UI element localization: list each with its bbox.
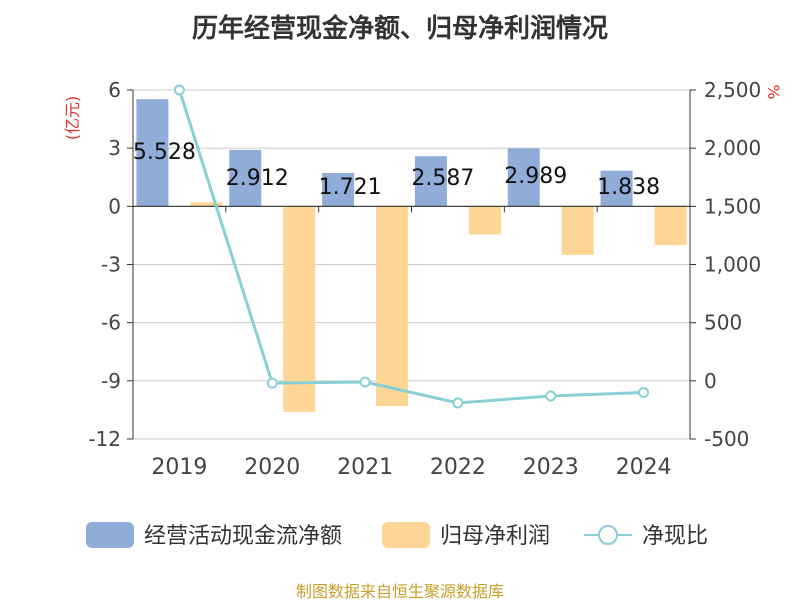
bar-cashflow bbox=[136, 99, 169, 207]
line-series bbox=[173, 84, 650, 409]
bar-netprofit bbox=[561, 206, 594, 255]
left-tick-label: -6 bbox=[101, 311, 121, 335]
line-netcash-ratio bbox=[177, 89, 644, 405]
axes: 6 3 0 -3 -6 -9 -12 2,500 2,000 1,500 1,000 500 0 -500… bbox=[63, 78, 783, 480]
legend-label-ratio: 净现比 bbox=[642, 524, 708, 549]
right-tick-label: 2,500 bbox=[704, 78, 761, 102]
line-point bbox=[359, 376, 371, 388]
x-tick-label: 2022 bbox=[430, 455, 486, 480]
line-point bbox=[266, 377, 278, 389]
x-tick-label: 2021 bbox=[337, 455, 393, 480]
bar-value-label: 2.587 bbox=[411, 166, 474, 191]
left-tick-label: -3 bbox=[101, 253, 121, 277]
x-tick-label: 2019 bbox=[151, 455, 207, 480]
legend-label-cashflow: 经营活动现金流净额 bbox=[144, 524, 342, 549]
left-tick-label: 3 bbox=[108, 136, 121, 160]
line-point bbox=[173, 84, 185, 96]
left-axis-unit: (亿元) bbox=[63, 96, 82, 141]
bar-netprofit bbox=[654, 206, 687, 246]
bar-netprofit bbox=[376, 206, 409, 407]
right-tick-label: 1,500 bbox=[704, 194, 761, 218]
right-axis-unit: % bbox=[764, 84, 783, 99]
bar-netprofit bbox=[468, 206, 501, 235]
bar-value-label: 2.912 bbox=[226, 166, 289, 191]
right-tick-label: -500 bbox=[704, 427, 749, 451]
grid-lines bbox=[133, 89, 690, 440]
bar-cashflow bbox=[414, 156, 447, 207]
right-tick-label: 2,000 bbox=[704, 136, 761, 160]
source-note: 制图数据来自恒生聚源数据库 bbox=[295, 582, 504, 601]
legend-swatch-cashflow bbox=[86, 522, 134, 548]
right-tick-label: 0 bbox=[704, 369, 717, 393]
bar-netprofit bbox=[283, 206, 316, 412]
bar-netprofit bbox=[190, 202, 223, 207]
legend-label-netprofit: 归母净利润 bbox=[440, 524, 550, 549]
left-tick-label: -9 bbox=[101, 369, 121, 393]
bar-value-label: 1.721 bbox=[319, 175, 382, 200]
x-tick-label: 2023 bbox=[523, 455, 579, 480]
x-tick-label: 2024 bbox=[616, 455, 672, 480]
x-tick-label: 2020 bbox=[244, 455, 300, 480]
right-tick-label: 500 bbox=[704, 311, 742, 335]
legend: 经营活动现金流净额 归母净利润 净现比 bbox=[86, 522, 708, 549]
bar-cashflow bbox=[600, 170, 633, 207]
chart-title: 历年经营现金净额、归母净利润情况 bbox=[191, 14, 608, 44]
bar-cashflow bbox=[507, 148, 540, 207]
legend-swatch-marker bbox=[598, 525, 618, 545]
bar-value-label: 2.989 bbox=[504, 164, 567, 189]
line-point bbox=[638, 386, 650, 398]
bar-value-label: 5.528 bbox=[133, 140, 196, 165]
bar-value-label: 1.838 bbox=[597, 175, 660, 200]
line-point bbox=[545, 390, 557, 402]
right-tick-label: 1,000 bbox=[704, 253, 761, 277]
bars bbox=[136, 99, 687, 412]
legend-swatch-netprofit bbox=[382, 522, 430, 548]
left-tick-label: 0 bbox=[108, 194, 121, 218]
data-labels: 5.528 2.912 1.721 2.587 2.989 1.838 bbox=[133, 140, 660, 200]
bar-cashflow bbox=[322, 172, 355, 207]
line-point bbox=[452, 397, 464, 409]
left-tick-label: 6 bbox=[108, 78, 121, 102]
bar-cashflow bbox=[229, 149, 262, 207]
left-tick-label: -12 bbox=[88, 427, 121, 451]
